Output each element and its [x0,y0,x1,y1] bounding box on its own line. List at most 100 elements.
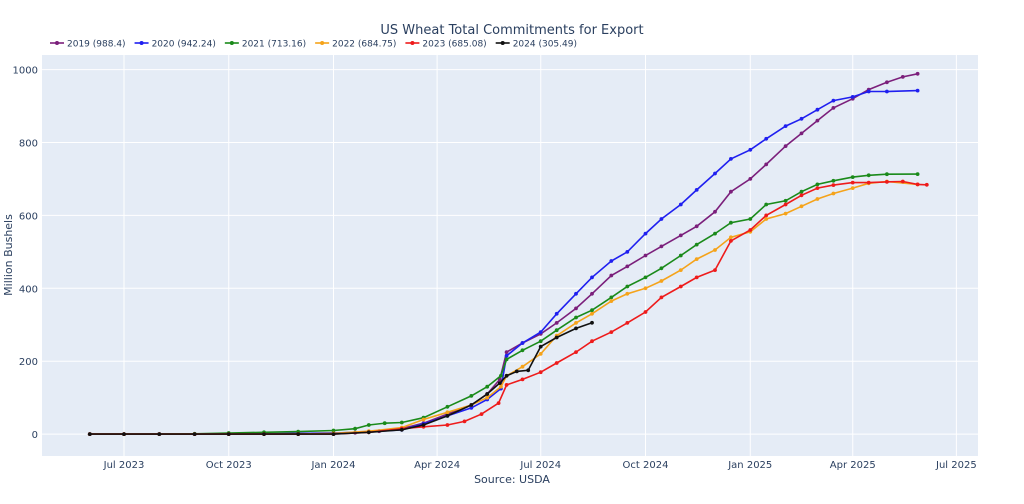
data-point [499,373,503,378]
data-point [915,182,920,187]
data-point [764,213,769,218]
data-point [554,311,559,316]
data-point [831,183,836,188]
data-point [713,231,717,236]
legend-item[interactable]: 2019 (988.4) [50,40,126,50]
data-point [554,335,559,340]
data-point [850,180,855,185]
data-point [399,420,404,425]
data-point [366,430,371,435]
y-tick-label: 200 [19,357,38,368]
data-point [694,257,699,261]
x-tick-label: Oct 2023 [206,460,252,471]
data-point [659,217,664,221]
legend-label: 2021 (713.16) [242,40,306,50]
data-point [783,144,788,149]
data-point [915,88,920,93]
chart-title: US Wheat Total Commitments for Export [380,23,643,38]
x-tick-label: Jul 2025 [935,460,977,471]
data-point [885,89,889,94]
data-point [799,204,804,209]
data-point [366,423,371,427]
data-point [748,177,753,181]
data-point [694,188,699,192]
data-point [713,268,717,272]
data-point [748,228,753,232]
data-point [900,75,905,79]
data-point [514,369,519,374]
legend-label: 2022 (684.75) [332,40,396,50]
data-point [885,80,889,85]
series-6 [87,320,594,436]
data-point [783,124,788,128]
legend-item[interactable]: 2022 (684.75) [315,40,396,50]
data-point [643,310,648,314]
x-tick-label: Jan 2024 [310,460,355,471]
y-tick-label: 600 [19,211,38,222]
data-point [609,259,614,263]
data-point [520,364,525,369]
data-point [445,414,450,418]
data-point [694,224,699,229]
data-point [885,172,889,177]
legend-marker [139,41,144,45]
data-point [554,361,559,365]
legend-item[interactable]: 2024 (305.49) [495,40,577,50]
data-point [643,253,648,258]
data-point [729,235,733,240]
data-point [462,419,467,424]
data-point [485,392,490,396]
data-point [783,202,788,207]
data-point [421,423,426,427]
data-point [296,432,301,436]
data-point [590,339,594,344]
data-point [192,432,197,436]
data-point [262,432,266,436]
data-point [799,131,804,136]
x-tick-label: Apr 2025 [830,460,876,471]
data-point [748,147,753,152]
data-point [831,178,836,183]
data-point [538,370,543,375]
data-point [574,326,578,331]
data-point [850,95,855,99]
data-point [799,116,804,121]
data-point [399,427,404,432]
data-point [678,284,683,289]
data-point [331,432,336,436]
legend-marker [500,41,505,45]
data-point [659,279,664,283]
data-point [866,89,871,94]
data-point [625,291,630,296]
legend-item[interactable]: 2023 (685.08) [405,40,487,50]
data-point [764,136,769,141]
legend-marker [410,41,415,45]
data-point [609,273,614,278]
data-point [226,432,231,436]
data-point [504,353,509,358]
data-point [590,275,594,280]
y-tick-label: 0 [32,430,38,441]
data-point [915,172,920,177]
legend-item[interactable]: 2021 (713.16) [224,40,306,50]
data-point [331,428,336,433]
y-tick-label: 400 [19,284,38,295]
data-point [479,412,484,416]
axes: 0 200 400 600 800 1000 Jul 2023 Oct 2023 Jan 202… [13,66,977,471]
data-point [643,231,648,236]
grid [42,55,978,456]
data-point [659,244,664,249]
data-point [799,193,804,198]
y-tick-label: 1000 [13,66,38,77]
data-point [764,217,769,221]
data-point [590,311,594,316]
data-point [625,284,630,289]
legend-item[interactable]: 2020 (942.24) [134,40,216,50]
data-point [574,306,578,311]
x-tick-label: Jul 2024 [519,460,561,471]
data-point [520,377,525,382]
data-point [526,368,531,373]
data-point [915,71,920,76]
data-point [554,328,559,333]
series-line [89,322,593,435]
